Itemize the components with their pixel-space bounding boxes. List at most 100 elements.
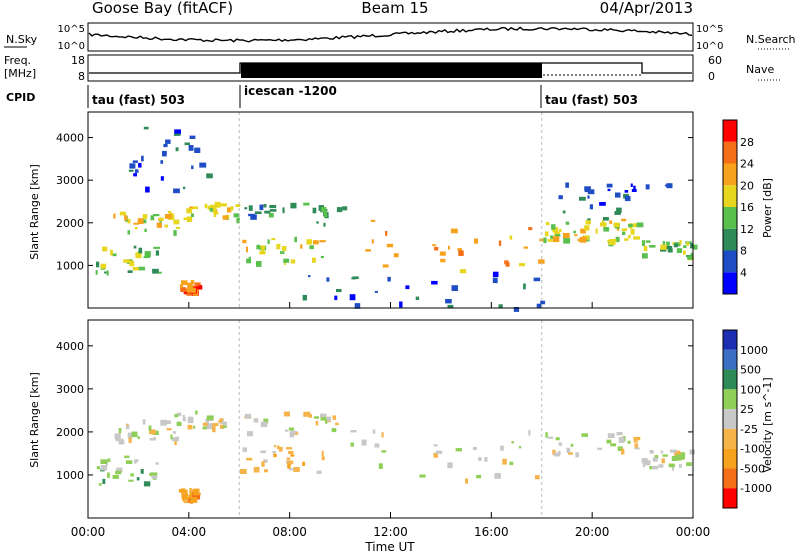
data-mark xyxy=(217,420,222,423)
data-mark xyxy=(545,432,548,438)
data-mark xyxy=(142,214,148,219)
y-tick-label: 1000 xyxy=(56,259,84,272)
data-mark xyxy=(665,241,670,247)
data-mark xyxy=(163,143,168,148)
data-mark xyxy=(381,450,387,453)
data-mark xyxy=(676,248,683,253)
data-mark xyxy=(119,211,126,216)
data-mark xyxy=(135,252,142,259)
data-mark xyxy=(242,239,247,244)
freq-label-line1: Freq. xyxy=(4,54,31,67)
y-tick-label: 1000 xyxy=(56,469,84,482)
data-mark xyxy=(140,469,144,474)
data-mark xyxy=(635,447,640,450)
data-mark xyxy=(248,205,253,211)
data-mark xyxy=(165,139,171,144)
data-mark xyxy=(253,418,259,423)
data-mark xyxy=(173,219,180,225)
data-mark xyxy=(553,452,560,457)
power-panel: 1000 2000 3000 4000 Slant Range [km] xyxy=(28,111,698,312)
colorbar-label: 16 xyxy=(740,201,754,214)
data-mark xyxy=(112,475,119,479)
data-mark xyxy=(509,235,513,240)
data-mark xyxy=(155,462,159,465)
data-mark xyxy=(633,436,641,441)
data-mark xyxy=(393,253,399,258)
data-mark xyxy=(678,463,682,468)
data-mark xyxy=(382,264,389,268)
data-mark xyxy=(615,192,621,198)
data-mark xyxy=(365,249,371,252)
data-mark xyxy=(519,263,525,267)
data-mark xyxy=(603,217,609,221)
data-mark xyxy=(447,462,453,469)
data-mark xyxy=(202,422,208,426)
nave-tick-top: 60 xyxy=(708,54,722,67)
data-mark xyxy=(550,235,554,239)
data-mark xyxy=(220,203,227,207)
data-mark xyxy=(448,245,450,250)
data-mark xyxy=(352,276,359,280)
data-mark xyxy=(222,425,227,428)
data-mark xyxy=(214,201,221,208)
data-mark xyxy=(127,270,133,273)
data-mark xyxy=(303,202,310,206)
data-mark xyxy=(212,423,219,427)
data-mark xyxy=(175,436,179,442)
colorbar-swatch xyxy=(723,120,737,142)
data-mark xyxy=(559,228,562,232)
data-mark xyxy=(195,285,203,290)
data-mark xyxy=(209,207,213,212)
colorbar-swatch xyxy=(723,448,737,469)
data-mark xyxy=(673,243,678,248)
data-mark xyxy=(312,257,316,263)
velocity-ylabel: Slant Range [km] xyxy=(28,372,41,468)
colorbar-label: 20 xyxy=(740,179,754,192)
data-mark xyxy=(457,248,462,252)
data-mark xyxy=(190,497,198,503)
data-mark xyxy=(323,211,328,218)
data-mark xyxy=(302,294,307,301)
data-mark xyxy=(100,263,107,269)
data-mark xyxy=(434,246,439,251)
velocity-yticks: 1000 2000 3000 4000 xyxy=(56,340,693,482)
data-mark xyxy=(319,240,326,243)
data-mark xyxy=(540,300,546,305)
data-mark xyxy=(661,458,665,464)
data-mark xyxy=(285,429,289,432)
data-mark xyxy=(118,440,125,445)
data-mark xyxy=(451,285,458,291)
data-mark xyxy=(676,450,681,454)
y-tick-label: 2000 xyxy=(56,426,84,439)
data-mark xyxy=(290,259,296,264)
data-mark xyxy=(385,231,388,236)
data-mark xyxy=(566,447,571,453)
data-mark xyxy=(399,301,403,308)
data-mark xyxy=(580,228,586,234)
data-mark xyxy=(523,246,528,249)
colorbar-swatch xyxy=(723,163,737,186)
data-mark xyxy=(256,244,260,250)
beam-title: Beam 15 xyxy=(361,0,428,17)
data-mark xyxy=(649,466,652,470)
data-mark xyxy=(671,456,678,461)
data-mark xyxy=(458,250,464,256)
data-mark xyxy=(174,129,181,135)
data-mark xyxy=(308,275,311,278)
data-mark xyxy=(634,443,639,450)
data-mark xyxy=(654,455,659,459)
data-mark xyxy=(642,464,646,468)
colorbar-swatch xyxy=(723,468,737,489)
data-mark xyxy=(143,481,151,487)
data-mark xyxy=(104,271,107,274)
data-mark xyxy=(433,444,438,447)
colorbar-label: 28 xyxy=(740,136,754,149)
data-mark xyxy=(261,248,265,253)
data-mark xyxy=(96,261,100,268)
data-mark xyxy=(173,188,180,194)
data-mark xyxy=(176,412,182,417)
power-marks xyxy=(95,112,698,312)
data-mark xyxy=(645,184,650,190)
data-mark xyxy=(209,416,212,420)
date-title: 04/Apr/2013 xyxy=(600,0,693,17)
